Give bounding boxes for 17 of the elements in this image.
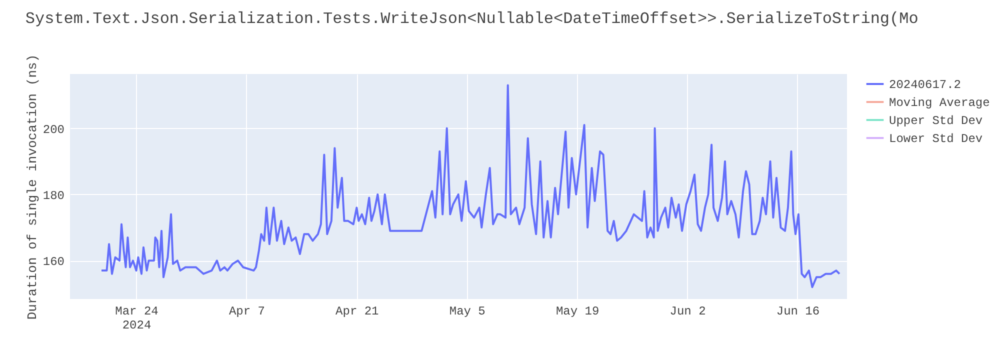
y-tick-label: 160 <box>42 255 64 270</box>
y-tick-label: 200 <box>42 122 64 137</box>
x-tick-label: Mar 24 2024 <box>115 304 158 332</box>
x-tick-label: May 19 <box>556 304 600 318</box>
y-axis-title: Duration of single invocation (ns) <box>24 54 40 320</box>
legend-label: Lower Std Dev <box>889 132 983 146</box>
legend-label: 20240617.2 <box>889 78 962 92</box>
line-series <box>100 84 840 288</box>
x-tick-label: Jun 2 <box>670 304 706 318</box>
x-tick-label: Jun 16 <box>776 304 820 318</box>
legend-label: Moving Average <box>889 96 990 110</box>
legend-label: Upper Std Dev <box>889 114 983 128</box>
x-tick-label: Apr 7 <box>228 304 265 318</box>
x-tick-label: May 5 <box>449 304 486 318</box>
x-tick-label: Apr 21 <box>336 304 379 318</box>
chart-title: System.Text.Json.Serialization.Tests.WriteJson<Nullable<DateTimeOffset>>.SerializeToString(Mo <box>25 10 918 28</box>
y-tick-label: 180 <box>42 188 64 203</box>
